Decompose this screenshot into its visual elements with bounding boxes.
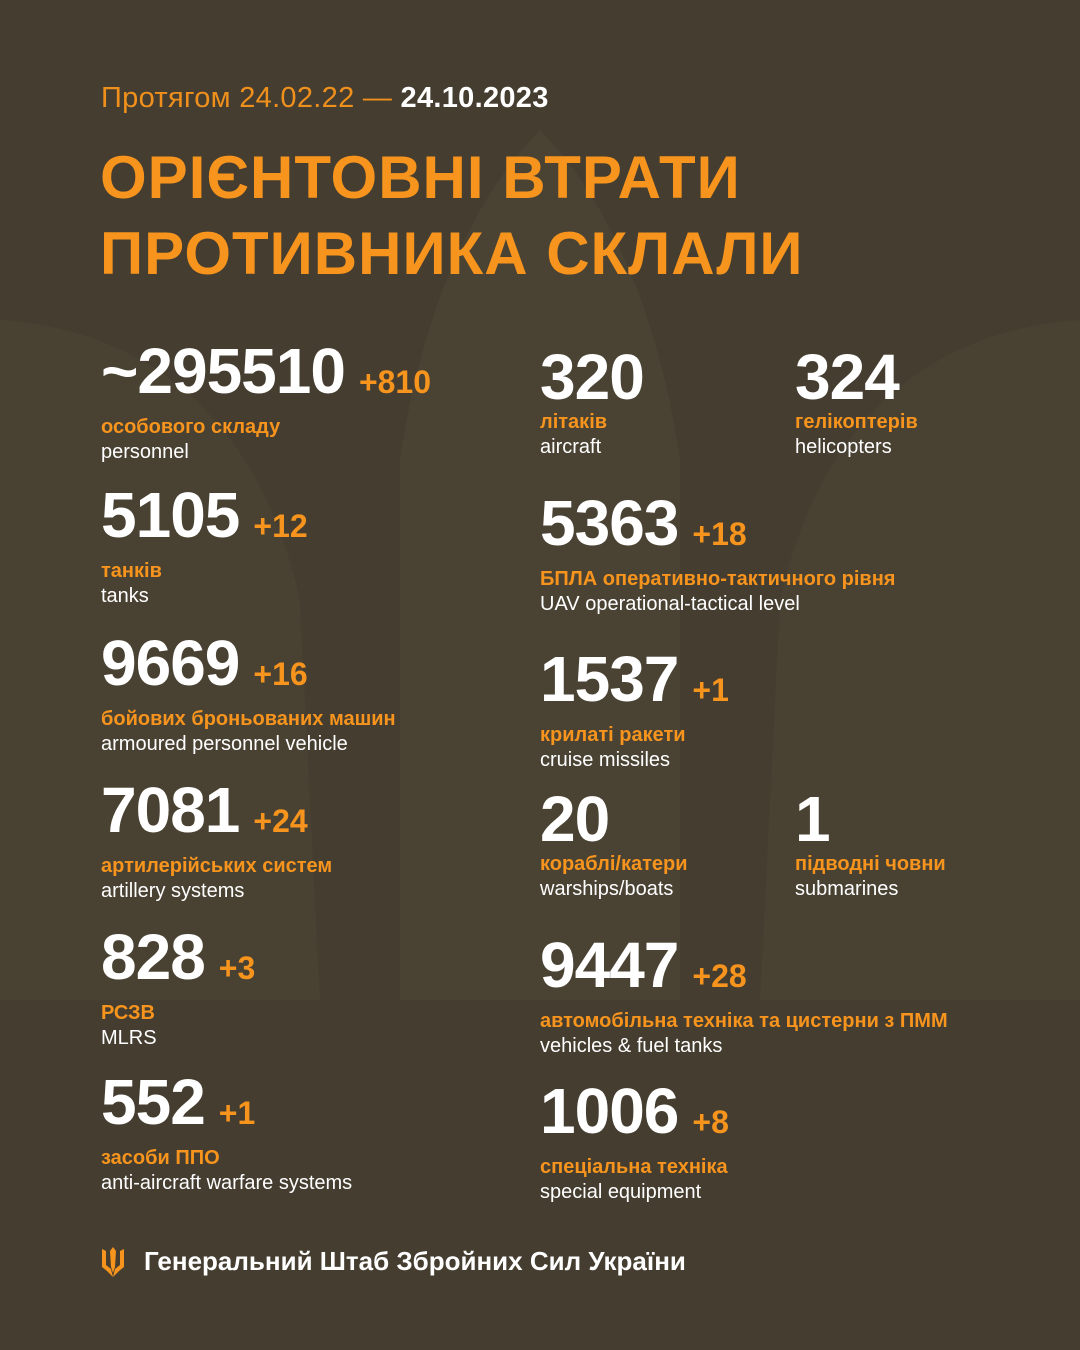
label-ua: кораблі/катери: [540, 853, 688, 875]
stat-value: 1: [795, 787, 946, 851]
value: 1006: [540, 1075, 679, 1147]
label-ua: особового складу: [101, 416, 281, 438]
stat-value: 9669 +16: [101, 631, 396, 705]
stat-apv: 9669 +16 бойових броньованих машин armoured…: [101, 631, 396, 757]
title-line-1: ОРІЄНТОВНІ ВТРАТИ: [100, 144, 741, 211]
stat-value: 828 +3: [101, 925, 256, 999]
period-start: Протягом 24.02.22 —: [101, 82, 393, 114]
footer: Генеральний Штаб Збройних Сил України: [100, 1246, 686, 1277]
label-en: warships/boats: [540, 878, 674, 900]
daily-delta: +3: [218, 950, 256, 986]
label-en: vehicles & fuel tanks: [540, 1035, 723, 1057]
label-en: aircraft: [540, 436, 602, 458]
footer-text: Генеральний Штаб Збройних Сил України: [144, 1246, 686, 1276]
value: 9669: [101, 627, 240, 699]
stat-artillery: 7081 +24 артилерійських систем artillery sy…: [101, 778, 333, 904]
stat-value: ~295510 +810: [101, 339, 432, 413]
stat-aircraft: 320 літаків aircraft: [540, 345, 645, 460]
period-subtitle: Протягом 24.02.22 — 24.10.2023: [101, 82, 549, 115]
label-en: MLRS: [101, 1027, 157, 1049]
stat-value: 324: [795, 345, 918, 409]
stat-value: 5363 +18: [540, 491, 895, 565]
period-end: 24.10.2023: [400, 82, 549, 114]
stat-value: 20: [540, 787, 688, 851]
stat-submarines: 1 підводні човни submarines: [795, 787, 946, 902]
stat-air-defense: 552 +1 засоби ППО anti-aircraft warfare sys…: [101, 1070, 353, 1196]
stat-helicopters: 324 гелікоптерів helicopters: [795, 345, 918, 460]
stat-value: 1006 +8: [540, 1079, 729, 1153]
label-en: special equipment: [540, 1181, 702, 1203]
daily-delta: +810: [358, 364, 432, 400]
stat-value: 5105 +12: [101, 483, 308, 557]
stat-special-equipment: 1006 +8 спеціальна техніка special equipmen…: [540, 1079, 729, 1205]
label-en: artillery systems: [101, 880, 245, 902]
label-ua: підводні човни: [795, 853, 946, 875]
daily-delta: +8: [692, 1104, 729, 1140]
daily-delta: +28: [692, 958, 747, 994]
label-en: cruise missiles: [540, 749, 671, 771]
daily-delta: +12: [253, 508, 308, 544]
label-ua: РСЗВ: [101, 1002, 155, 1024]
value: 9447: [540, 929, 679, 1001]
value: ~295510: [101, 335, 346, 407]
label-en: armoured personnel vehicle: [101, 733, 348, 755]
page-title: ОРІЄНТОВНІ ВТРАТИ ПРОТИВНИКА СКЛАЛИ: [100, 140, 804, 292]
daily-delta: +1: [692, 672, 729, 708]
stat-value: 1537 +1: [540, 647, 729, 721]
stat-uav: 5363 +18 БПЛА оперативно-тактичного рівня U…: [540, 491, 896, 617]
stat-mlrs: 828 +3 РСЗВ MLRS: [101, 925, 256, 1051]
label-en: helicopters: [795, 436, 892, 458]
stat-tanks: 5105 +12 танків tanks: [101, 483, 308, 609]
value: 552: [101, 1066, 206, 1138]
label-en: tanks: [101, 585, 149, 607]
stat-personnel: ~295510 +810 особового складу personnel: [101, 339, 432, 465]
trident-icon: [102, 1246, 124, 1277]
value: 320: [540, 341, 645, 413]
label-en: UAV operational-tactical level: [540, 593, 800, 615]
label-ua: засоби ППО: [101, 1147, 220, 1169]
value: 1: [795, 783, 831, 855]
value: 828: [101, 921, 206, 993]
label-ua: крилаті ракети: [540, 724, 686, 746]
value: 1537: [540, 643, 679, 715]
value: 5363: [540, 487, 679, 559]
label-ua: артилерійських систем: [101, 855, 333, 877]
label-ua: автомобільна техніка та цистерни з ПММ: [540, 1010, 948, 1032]
stat-value: 552 +1: [101, 1070, 352, 1144]
stat-warships: 20 кораблі/катери warships/boats: [540, 787, 688, 902]
label-ua: БПЛА оперативно-тактичного рівня: [540, 568, 896, 590]
stat-value: 320: [540, 345, 645, 409]
title-line-2: ПРОТИВНИКА СКЛАЛИ: [100, 220, 804, 287]
daily-delta: +1: [218, 1095, 256, 1131]
label-ua: літаків: [540, 411, 608, 433]
daily-delta: +16: [253, 656, 308, 692]
value: 7081: [101, 774, 240, 846]
stat-cruise-missiles: 1537 +1 крилаті ракети cruise missiles: [540, 647, 729, 773]
stat-value: 9447 +28: [540, 933, 948, 1007]
label-en: submarines: [795, 878, 899, 900]
label-ua: спеціальна техніка: [540, 1156, 728, 1178]
value: 5105: [101, 479, 240, 551]
daily-delta: +24: [253, 803, 308, 839]
stat-vehicles: 9447 +28 автомобільна техніка та цистерни …: [540, 933, 948, 1059]
label-ua: бойових броньованих машин: [101, 708, 396, 730]
label-en: anti-aircraft warfare systems: [101, 1172, 353, 1194]
daily-delta: +18: [692, 516, 747, 552]
stat-value: 7081 +24: [101, 778, 332, 852]
label-ua: гелікоптерів: [795, 411, 918, 433]
label-en: personnel: [101, 441, 189, 463]
label-ua: танків: [101, 560, 162, 582]
value: 20: [540, 783, 610, 855]
value: 324: [795, 341, 900, 413]
